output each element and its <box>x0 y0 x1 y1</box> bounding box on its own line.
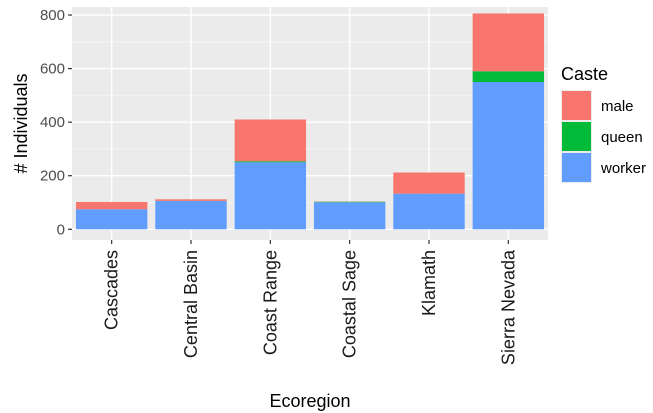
y-axis-title: # Individuals <box>11 73 31 173</box>
legend-label-queen: queen <box>601 129 643 146</box>
x-tick-label: Sierra Nevada <box>498 249 518 365</box>
bar-marks <box>75 13 545 230</box>
legend-label-male: male <box>601 98 634 115</box>
minor-gridlines <box>72 41 548 203</box>
bar-male-coast-range <box>234 119 307 162</box>
x-tick-label: Cascades <box>102 250 122 330</box>
bar-queen-sierra-nevada <box>472 71 545 82</box>
bar-worker-coast-range <box>234 162 307 230</box>
y-tick-label: 400 <box>40 114 65 131</box>
bar-queen-coastal-sage <box>313 201 386 203</box>
x-axis: Cascades Central Basin Coast Range Coastal … <box>102 240 518 365</box>
x-tick-label: Klamath <box>419 250 439 316</box>
y-tick-label: 600 <box>40 61 65 78</box>
y-tick-label: 800 <box>40 7 65 24</box>
bar-worker-central-basin <box>155 200 227 230</box>
y-tick-label: 200 <box>40 168 65 185</box>
x-tick-label: Central Basin <box>181 250 201 358</box>
x-axis-title: Ecoregion <box>269 391 350 411</box>
legend-label-worker: worker <box>600 160 646 177</box>
bar-worker-coastal-sage <box>313 202 386 230</box>
bar-worker-sierra-nevada <box>472 81 545 230</box>
x-tick-label: Coastal Sage <box>340 250 360 358</box>
bar-worker-cascades <box>75 209 148 230</box>
bar-worker-klamath <box>393 193 465 230</box>
y-axis: 0 200 400 600 800 <box>40 7 72 238</box>
bar-male-klamath <box>393 172 465 194</box>
y-tick-label: 0 <box>57 221 65 238</box>
plot-panel <box>72 7 548 240</box>
legend-key-male <box>562 91 591 120</box>
bar-male-cascades <box>75 201 148 210</box>
legend-title: Caste <box>561 64 608 84</box>
legend-key-worker <box>562 153 591 182</box>
legend: Caste male queen worker <box>561 64 646 183</box>
bar-male-sierra-nevada <box>472 13 545 72</box>
x-tick-label: Coast Range <box>260 250 280 355</box>
bar-queen-coast-range <box>234 161 307 163</box>
legend-key-queen <box>562 122 591 151</box>
bar-male-central-basin <box>155 199 227 201</box>
